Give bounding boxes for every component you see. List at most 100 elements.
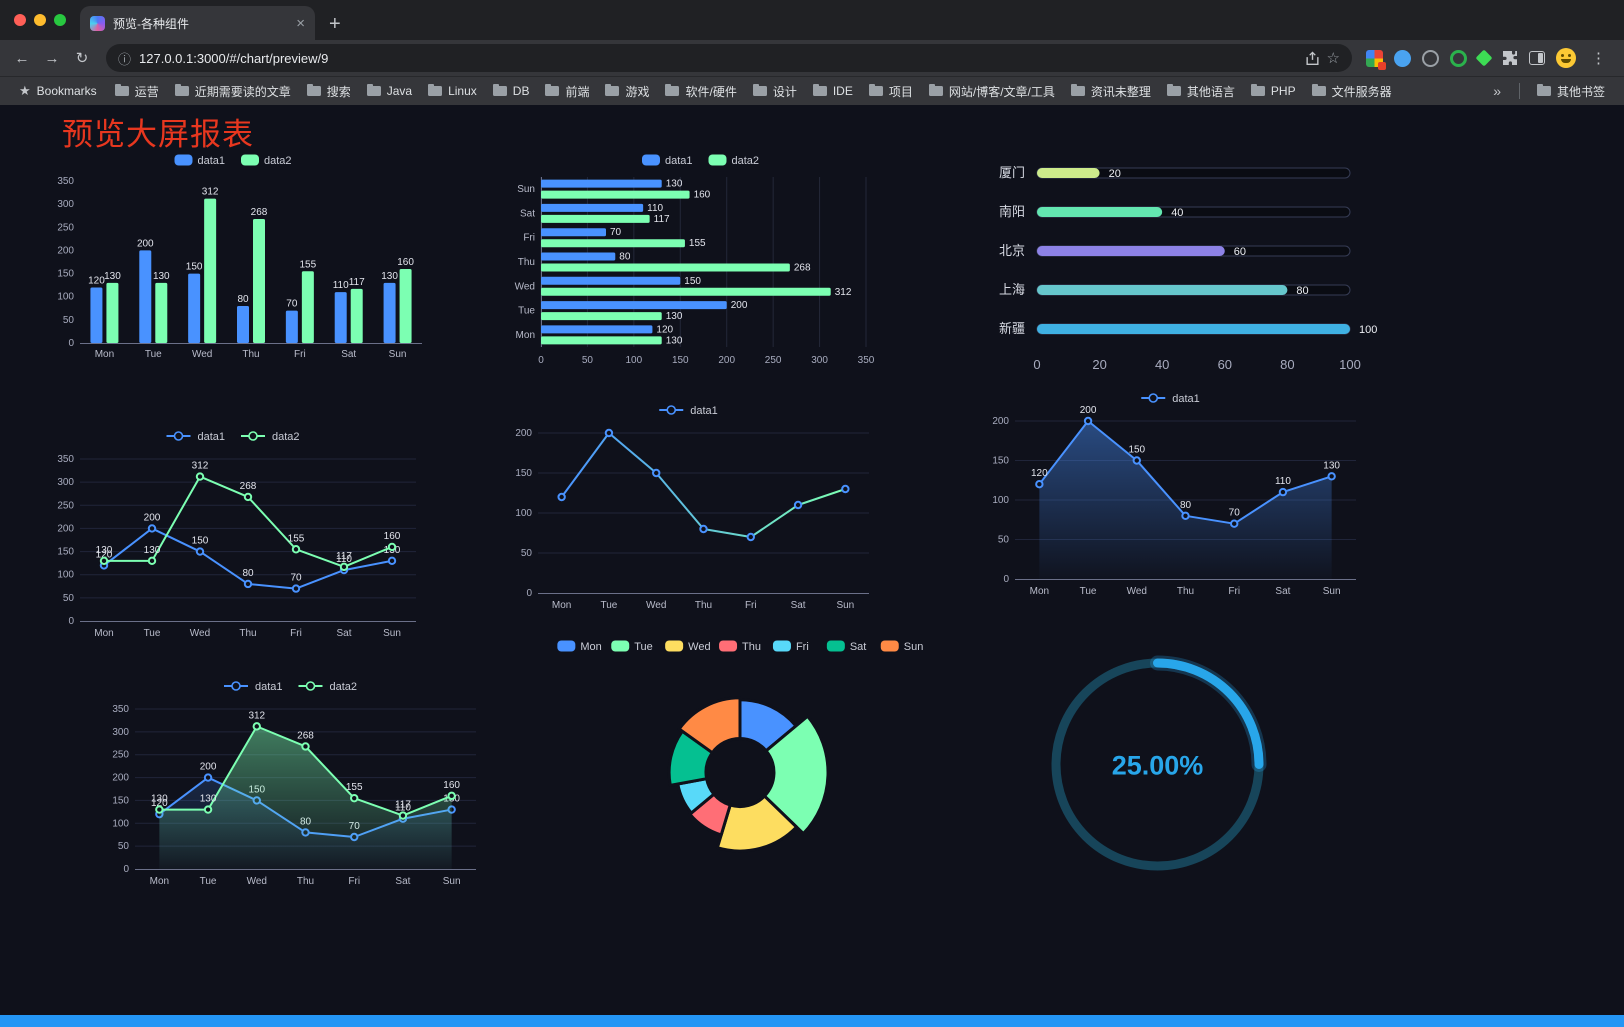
bookmark-item[interactable]: 游戏 (598, 80, 656, 103)
svg-text:0: 0 (68, 338, 74, 349)
bookmark-item[interactable]: DB (486, 81, 537, 101)
svg-text:200: 200 (992, 416, 1009, 427)
browser-tab[interactable]: 预览-各种组件 × (80, 6, 315, 40)
extension-icon-3[interactable] (1422, 49, 1439, 67)
svg-text:0: 0 (526, 588, 532, 599)
svg-text:data1: data1 (690, 405, 718, 417)
bookmark-item[interactable]: 近期需要读的文章 (168, 80, 298, 103)
svg-text:150: 150 (186, 262, 203, 273)
bookmark-item[interactable]: 搜索 (300, 80, 358, 103)
bookmark-item[interactable]: 网站/博客/文章/工具 (922, 80, 1062, 103)
bookmark-star-icon[interactable]: ☆ (1326, 50, 1340, 67)
svg-text:200: 200 (200, 762, 217, 773)
extension-icon-5[interactable] (1475, 49, 1493, 67)
zoom-button[interactable] (54, 14, 66, 26)
svg-text:150: 150 (515, 468, 532, 479)
bookmark-item[interactable]: PHP (1244, 81, 1303, 101)
bookmarks-overflow-icon[interactable]: » (1493, 83, 1501, 99)
svg-text:25.00%: 25.00% (1112, 751, 1204, 781)
svg-text:Thu: Thu (1177, 586, 1194, 597)
extensions-puzzle-icon[interactable] (1501, 50, 1518, 67)
bookmark-item[interactable]: 资讯未整理 (1064, 80, 1158, 103)
svg-text:Sun: Sun (517, 184, 535, 195)
chart-gauge[interactable]: 25.00% (1035, 641, 1280, 876)
bookmark-item[interactable]: 前端 (538, 80, 596, 103)
chart-progress-bars[interactable]: 厦门 20 南阳 40 北京 60 上海 80 新疆 100 0 20 40 60 80 100 (985, 151, 1380, 391)
chart-grouped-bar[interactable]: data1 data2 0 50 100 150 200 250 300 350 Mon Tue Wed… (40, 147, 430, 365)
chart-multi-line-area[interactable]: data1 data2 0 50 100 150 200 250 300 350 Mon Tue Wed… (95, 673, 490, 893)
minimize-button[interactable] (34, 14, 46, 26)
bookmark-item[interactable]: Linux (421, 81, 484, 101)
address-bar[interactable]: ⓘ 127.0.0.1:3000/#/chart/preview/9 ☆ (106, 44, 1352, 72)
svg-text:130: 130 (151, 794, 168, 805)
svg-text:150: 150 (1128, 445, 1145, 456)
chart-horizontal-bar[interactable]: data1 data2 0 50 100 150 200 250 300 350 Sun 130 160… (505, 147, 900, 369)
window-controls (14, 14, 66, 26)
svg-text:300: 300 (112, 727, 129, 738)
svg-text:110: 110 (1275, 476, 1291, 487)
svg-text:130: 130 (96, 545, 113, 556)
bookmark-item[interactable]: 其他语言 (1160, 80, 1242, 103)
tab-close-icon[interactable]: × (296, 14, 305, 32)
forward-button[interactable]: → (44, 49, 60, 67)
svg-text:Fri: Fri (523, 233, 535, 244)
profile-avatar[interactable] (1556, 48, 1576, 68)
sidebar-icon[interactable] (1529, 51, 1545, 65)
svg-text:150: 150 (112, 795, 129, 806)
reload-button[interactable]: ↻ (75, 50, 89, 67)
svg-text:Thu: Thu (742, 641, 761, 653)
svg-text:Tue: Tue (200, 876, 217, 887)
site-info-icon[interactable]: ⓘ (118, 51, 132, 67)
extension-icon-2[interactable] (1394, 49, 1411, 67)
bookmarks-root[interactable]: ★ Bookmarks (12, 80, 104, 102)
folder-icon (545, 83, 560, 96)
chart-rose-pie[interactable]: Mon Tue Wed Thu Fri Sat Sun (545, 633, 935, 878)
back-button[interactable]: ← (14, 49, 30, 67)
bookmark-item[interactable]: IDE (806, 81, 860, 101)
folder-icon (812, 83, 827, 96)
footer-accent-bar (0, 1015, 1624, 1027)
svg-text:100: 100 (57, 292, 74, 303)
new-tab-button[interactable]: + (329, 13, 341, 35)
other-bookmarks[interactable]: 其他书签 (1530, 80, 1612, 103)
svg-text:南阳: 南阳 (999, 204, 1025, 219)
svg-text:268: 268 (297, 730, 314, 741)
svg-text:data1: data1 (665, 155, 693, 167)
svg-text:130: 130 (153, 271, 170, 282)
svg-text:70: 70 (290, 573, 302, 584)
svg-text:130: 130 (144, 545, 161, 556)
svg-text:117: 117 (336, 551, 352, 562)
svg-text:200: 200 (515, 428, 532, 439)
bookmark-item[interactable]: 项目 (862, 80, 920, 103)
svg-text:Sun: Sun (1323, 586, 1341, 597)
svg-text:268: 268 (794, 263, 811, 274)
svg-text:Sat: Sat (1275, 586, 1290, 597)
share-icon[interactable] (1306, 50, 1319, 66)
chart-gradient-line[interactable]: data1 0 50 100 150 200 Mon Tue Wed Thu Fri Sat Sun (498, 397, 883, 617)
svg-text:Wed: Wed (688, 641, 710, 653)
bookmark-item[interactable]: 软件/硬件 (658, 80, 743, 103)
svg-text:data1: data1 (198, 155, 226, 167)
folder-icon (428, 83, 443, 96)
svg-text:110: 110 (395, 803, 411, 814)
extension-icon-1[interactable] (1366, 49, 1386, 70)
svg-text:Thu: Thu (695, 600, 712, 611)
bookmark-item[interactable]: 运营 (108, 80, 166, 103)
svg-text:120: 120 (88, 275, 105, 286)
extension-icon-4[interactable] (1450, 49, 1467, 67)
svg-text:312: 312 (248, 710, 265, 721)
svg-text:20: 20 (1092, 357, 1106, 372)
menu-icon[interactable]: ⋮ (1591, 50, 1606, 67)
bookmark-item[interactable]: Java (360, 81, 419, 101)
bookmark-item[interactable]: 文件服务器 (1305, 80, 1399, 103)
bookmark-item[interactable]: 设计 (746, 80, 804, 103)
chart-multi-line[interactable]: data1 data2 0 50 100 150 200 250 300 350 Mon Tue Wed… (40, 423, 430, 645)
svg-text:120: 120 (151, 798, 168, 809)
chart-area-line[interactable]: data1 0 50 100 150 200 Mon Tue Wed Thu Fri Sat Sun 12… (975, 385, 1370, 603)
svg-text:0: 0 (68, 616, 74, 627)
svg-text:130: 130 (104, 271, 121, 282)
svg-text:Sat: Sat (850, 641, 867, 653)
close-button[interactable] (14, 14, 26, 26)
svg-text:100: 100 (992, 495, 1009, 506)
